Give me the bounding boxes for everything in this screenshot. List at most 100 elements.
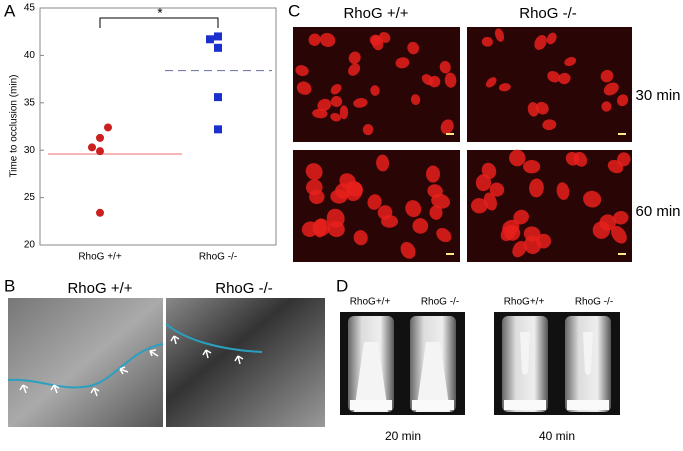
cell xyxy=(617,152,631,167)
cell xyxy=(308,33,321,46)
cell xyxy=(547,71,561,83)
cell xyxy=(306,179,323,196)
cell xyxy=(481,162,497,179)
clot xyxy=(520,332,530,375)
significance-bracket xyxy=(99,17,219,28)
plot-frame xyxy=(39,7,277,246)
data-point xyxy=(206,35,214,44)
y-tick-label: 35 xyxy=(24,97,36,108)
cell xyxy=(556,182,570,200)
cell xyxy=(558,72,571,85)
y-axis-label: Time to occlusion (min) xyxy=(9,75,20,178)
cell xyxy=(367,194,382,210)
cell xyxy=(362,124,374,136)
cell xyxy=(600,69,614,83)
cell xyxy=(440,119,454,135)
scale-bar xyxy=(618,133,626,135)
cell xyxy=(611,225,627,244)
data-point xyxy=(214,93,222,102)
cell xyxy=(421,74,434,86)
column-header: RhoG +/+ xyxy=(343,5,408,22)
cell xyxy=(527,102,539,117)
cell xyxy=(330,113,342,122)
cell xyxy=(376,154,390,172)
cell xyxy=(616,94,629,107)
vessel-outline xyxy=(7,343,164,389)
cell xyxy=(481,36,493,47)
scale-bar xyxy=(446,133,454,135)
clot xyxy=(416,342,450,412)
cell xyxy=(529,178,544,198)
cell xyxy=(583,190,602,208)
cell xyxy=(601,101,612,112)
tube-label: RhoG+/+ xyxy=(350,297,391,308)
microscopy-image xyxy=(166,298,325,427)
cell xyxy=(353,230,368,246)
x-tick-label: RhoG -/- xyxy=(199,252,237,263)
clot xyxy=(354,342,388,412)
y-tick-label: 20 xyxy=(24,240,36,251)
cell xyxy=(613,211,629,225)
y-tick-label: 30 xyxy=(24,145,36,156)
cell xyxy=(523,226,541,242)
scale-bar xyxy=(618,253,626,255)
cell xyxy=(348,63,361,76)
cell xyxy=(512,240,527,258)
cell xyxy=(370,85,380,96)
cell xyxy=(485,77,497,88)
cell xyxy=(494,28,505,42)
cell xyxy=(312,218,331,237)
cell xyxy=(296,81,312,95)
cell xyxy=(498,83,511,92)
cell xyxy=(317,98,332,112)
cell xyxy=(319,32,336,47)
cell xyxy=(565,151,580,166)
y-tick-label: 40 xyxy=(24,50,36,61)
cell xyxy=(523,159,541,174)
column-header: RhoG +/+ xyxy=(67,280,132,297)
x-tick-label: RhoG +/+ xyxy=(78,252,122,263)
column-header: RhoG -/- xyxy=(519,5,577,22)
cell xyxy=(436,227,452,243)
cell xyxy=(475,174,492,192)
tube-bottom xyxy=(567,400,609,410)
cell xyxy=(305,163,323,181)
cell xyxy=(546,32,557,45)
cell xyxy=(534,34,547,50)
data-point xyxy=(214,43,222,52)
cell xyxy=(326,208,345,228)
cell xyxy=(353,98,368,108)
time-label: 40 min xyxy=(539,429,575,443)
tube-bottom xyxy=(350,400,392,410)
cell xyxy=(599,214,616,231)
cell xyxy=(339,173,356,190)
y-tick-label: 25 xyxy=(24,192,36,203)
cell xyxy=(439,60,451,74)
data-point xyxy=(96,208,104,217)
cell xyxy=(535,101,549,115)
cell xyxy=(444,72,457,88)
cell xyxy=(513,209,529,225)
vessel-outline xyxy=(165,323,263,353)
tube-label: RhoG+/+ xyxy=(504,297,545,308)
cell xyxy=(395,57,410,69)
scale-bar xyxy=(446,253,454,255)
cell xyxy=(429,205,443,220)
row-header: 60 min xyxy=(635,203,680,220)
cell xyxy=(381,215,399,228)
cell xyxy=(542,119,557,131)
cell xyxy=(369,34,382,46)
cell xyxy=(470,198,488,214)
tube-bottom xyxy=(504,400,546,410)
cell xyxy=(523,235,542,255)
clot xyxy=(583,332,593,375)
microscopy-image xyxy=(8,298,163,427)
row-header: 30 min xyxy=(635,87,680,104)
cell xyxy=(339,105,349,120)
cell xyxy=(407,41,420,55)
y-tick-label: 45 xyxy=(24,3,36,14)
cell xyxy=(603,82,619,96)
column-header: RhoG -/- xyxy=(215,280,273,297)
cell xyxy=(379,31,391,43)
